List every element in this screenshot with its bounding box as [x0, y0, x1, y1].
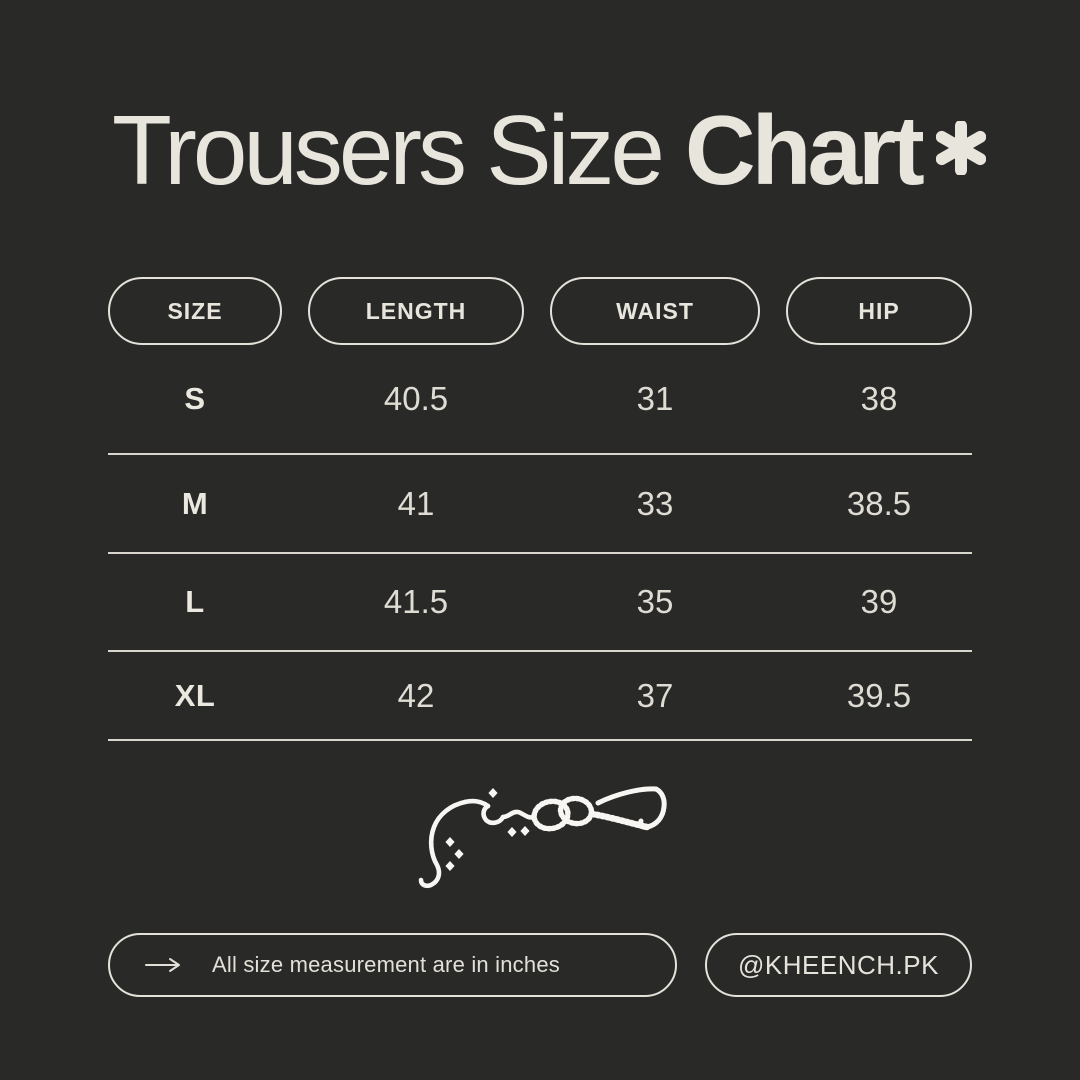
- social-handle: @KHEENCH.PK: [738, 949, 939, 980]
- header-pill-hip: HIP: [786, 277, 972, 345]
- length-value: 40.5: [383, 380, 449, 417]
- footer: All size measurement are in inches @KHEE…: [108, 933, 972, 997]
- waist-value: 33: [636, 484, 674, 522]
- table-row-l: L 41.5 35 39: [108, 554, 972, 652]
- size-label: XL: [174, 677, 216, 713]
- hip-value: 39.5: [846, 676, 912, 714]
- size-label: S: [184, 381, 206, 416]
- header-label: SIZE: [167, 297, 223, 324]
- header-label: HIP: [858, 297, 900, 324]
- social-handle-pill: @KHEENCH.PK: [705, 933, 972, 997]
- header-pill-length: LENGTH: [308, 277, 524, 345]
- hip-value: 38.5: [846, 484, 912, 522]
- measurement-note: All size measurement are in inches: [212, 952, 560, 977]
- table-row-m: M 41 33 38.5: [108, 455, 972, 554]
- right-arrow-icon: [145, 958, 180, 972]
- size-label: M: [181, 485, 209, 521]
- title-bold: Chart: [684, 95, 925, 205]
- table-header-row: SIZE LENGTH WAIST HIP: [108, 277, 972, 345]
- length-value: 41.5: [383, 583, 449, 620]
- asterisk-icon: [935, 121, 986, 175]
- hip-value: 38: [860, 380, 898, 417]
- header-pill-size: SIZE: [108, 277, 282, 345]
- hip-value: 39: [860, 583, 898, 620]
- measurement-note-pill: All size measurement are in inches: [108, 933, 677, 997]
- page-title: Trousers Size Chart: [112, 94, 986, 206]
- size-label: L: [185, 584, 205, 619]
- length-value: 41: [397, 484, 435, 522]
- waist-value: 37: [636, 676, 674, 714]
- size-table: S 40.5 31 38 M 41 33 38.5 L 41.5 35 39 X…: [108, 345, 972, 741]
- header-pill-waist: WAIST: [550, 277, 760, 345]
- waist-value: 31: [636, 380, 674, 417]
- table-row-xl: XL 42 37 39.5: [108, 652, 972, 741]
- header-label: WAIST: [616, 297, 694, 324]
- table-row-s: S 40.5 31 38: [108, 345, 972, 455]
- length-value: 42: [397, 676, 435, 714]
- header-label: LENGTH: [365, 297, 467, 324]
- title-regular: Trousers Size: [112, 95, 665, 205]
- kheench-rope-knot-logo: [418, 786, 667, 889]
- waist-value: 35: [636, 583, 674, 620]
